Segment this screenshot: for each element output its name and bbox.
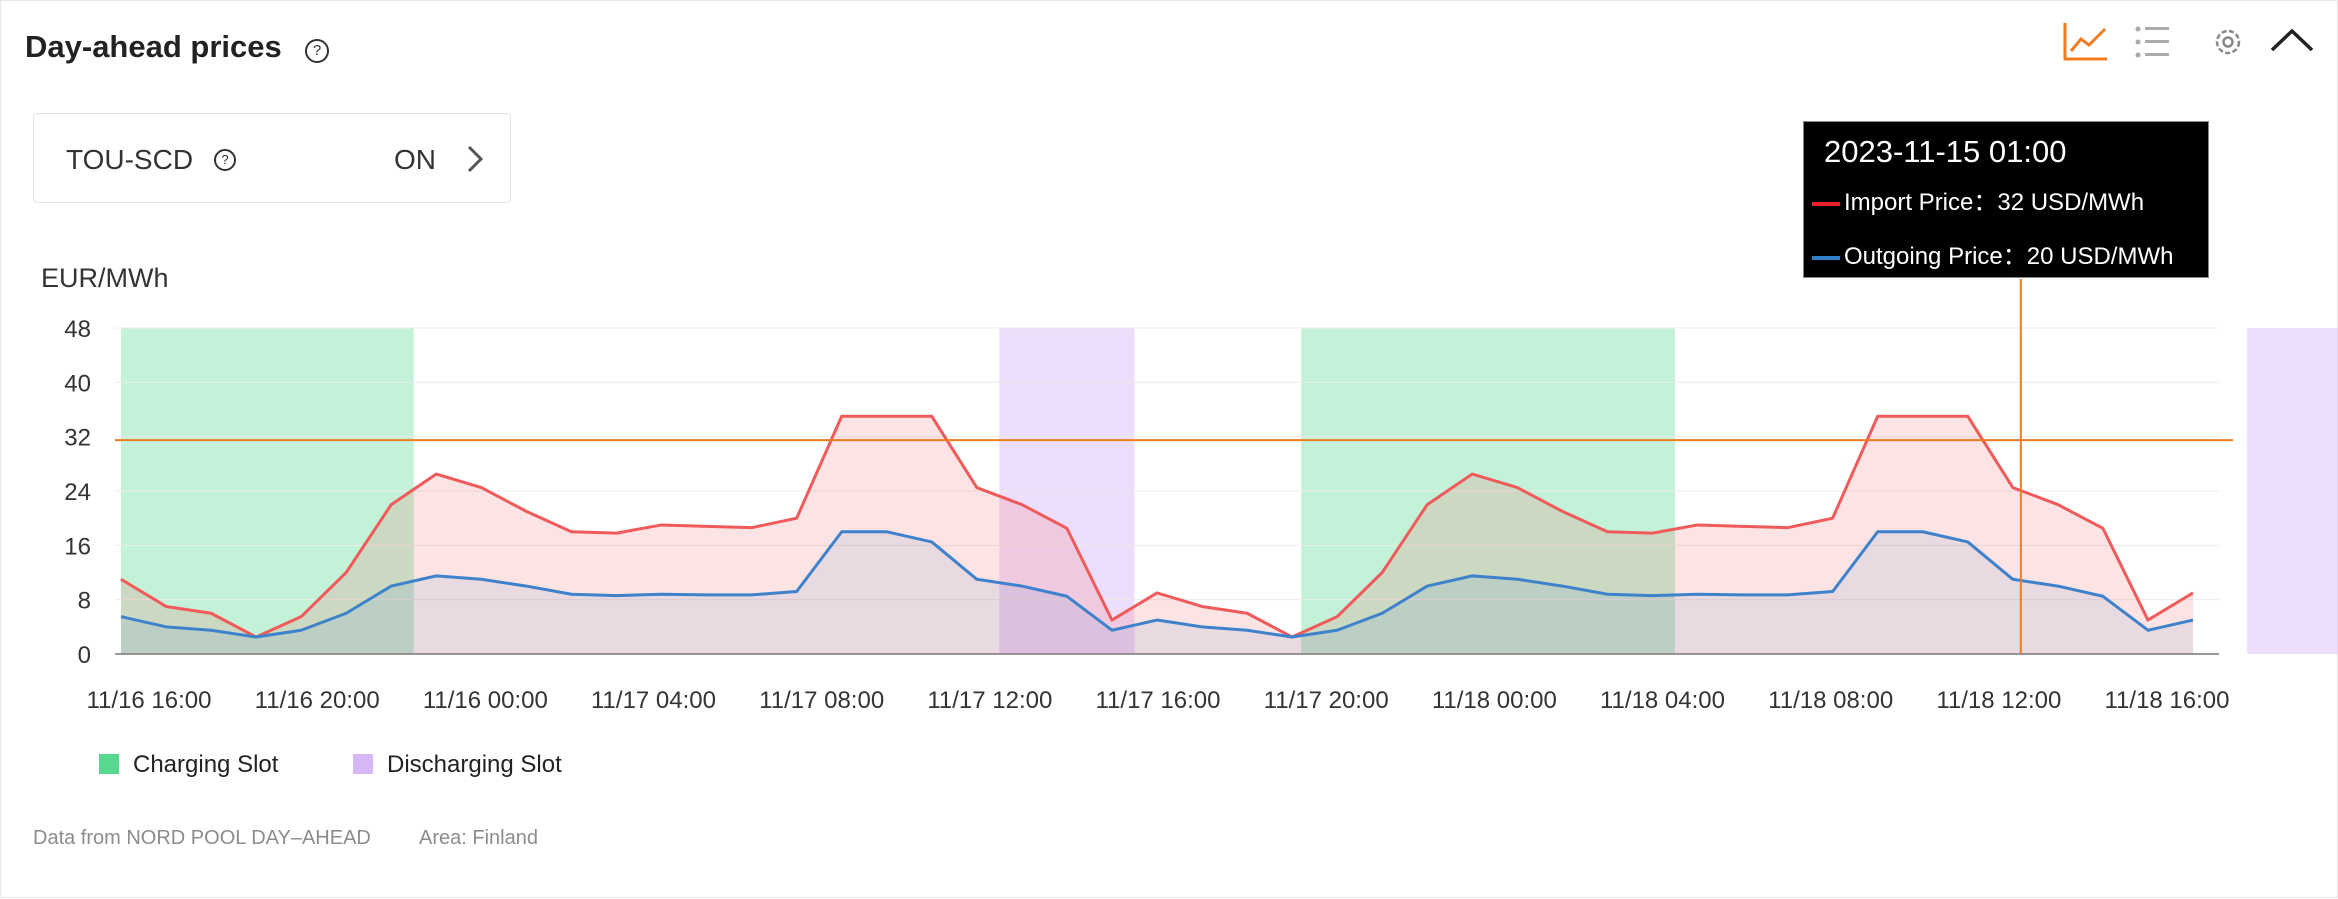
y-tick-label: 8 — [78, 588, 91, 615]
y-tick-label: 32 — [64, 425, 91, 452]
legend-discharging-label: Discharging Slot — [387, 751, 562, 778]
line-chart-icon[interactable] — [2063, 21, 2109, 66]
charging-swatch — [99, 754, 119, 774]
y-tick-label: 48 — [64, 316, 91, 343]
legend-item-discharging[interactable]: Discharging Slot — [353, 751, 562, 779]
chart-tooltip: 2023-11-15 01:00 Import Price：32 USD/MWh… — [1803, 121, 2209, 278]
x-tick-label: 11/17 16:00 — [1095, 687, 1220, 714]
gear-icon[interactable] — [2211, 25, 2245, 64]
page-title-text: Day-ahead prices — [25, 29, 282, 64]
discharging-swatch — [353, 754, 373, 774]
tou-scd-label: TOU-SCD — [66, 144, 194, 175]
x-tick-label: 11/16 20:00 — [255, 687, 380, 714]
page-title: Day-ahead prices ? — [25, 29, 329, 65]
y-tick-label: 24 — [64, 479, 91, 506]
y-tick-label: 40 — [64, 370, 91, 397]
list-icon[interactable] — [2135, 25, 2171, 64]
y-axis-unit: EUR/MWh — [41, 263, 169, 293]
tooltip-outgoing-label: Outgoing Price：20 USD/MWh — [1844, 243, 2174, 270]
x-tick-label: 11/17 20:00 — [1264, 687, 1389, 714]
import-swatch — [1812, 201, 1840, 206]
x-tick-label: 11/18 12:00 — [1936, 687, 2061, 714]
outgoing-swatch — [1812, 255, 1840, 260]
tooltip-outgoing-row: Outgoing Price：20 USD/MWh — [1812, 236, 2173, 271]
x-tick-label: 11/17 12:00 — [927, 687, 1052, 714]
x-tick-label: 11/16 16:00 — [86, 687, 211, 714]
chevron-right-icon — [466, 144, 484, 179]
tou-help-icon[interactable]: ? — [214, 149, 236, 171]
x-tick-label: 11/18 04:00 — [1600, 687, 1725, 714]
tooltip-title: 2023-11-15 01:00 — [1824, 134, 2067, 169]
tou-scd-toggle[interactable]: TOU-SCD ? ON — [33, 113, 511, 203]
x-tick-label: 11/17 04:00 — [591, 687, 716, 714]
tooltip-import-label: Import Price：32 USD/MWh — [1844, 189, 2145, 216]
x-tick-label: 11/18 16:00 — [2104, 687, 2229, 714]
series-line-import — [120, 414, 2194, 639]
y-tick-label: 16 — [64, 533, 91, 560]
legend-charging-label: Charging Slot — [133, 751, 279, 778]
area-text: Area: Finland — [419, 827, 538, 849]
tou-scd-status: ON — [394, 144, 436, 175]
series-line-outgoing — [120, 530, 2194, 639]
x-tick-label: 11/18 00:00 — [1432, 687, 1557, 714]
x-tick-label: 11/16 00:00 — [423, 687, 548, 714]
tooltip-import-row: Import Price：32 USD/MWh — [1812, 182, 2144, 217]
help-icon[interactable]: ? — [305, 39, 329, 63]
x-tick-label: 11/18 08:00 — [1768, 687, 1893, 714]
chevron-up-icon[interactable] — [2269, 27, 2315, 58]
y-tick-label: 0 — [78, 642, 91, 669]
data-source-text: Data from NORD POOL DAY–AHEAD — [33, 827, 371, 849]
legend-item-charging[interactable]: Charging Slot — [99, 751, 278, 779]
series-area-outgoing — [121, 531, 2193, 654]
discharging-slot-band — [2247, 328, 2338, 654]
x-tick-label: 11/17 08:00 — [759, 687, 884, 714]
